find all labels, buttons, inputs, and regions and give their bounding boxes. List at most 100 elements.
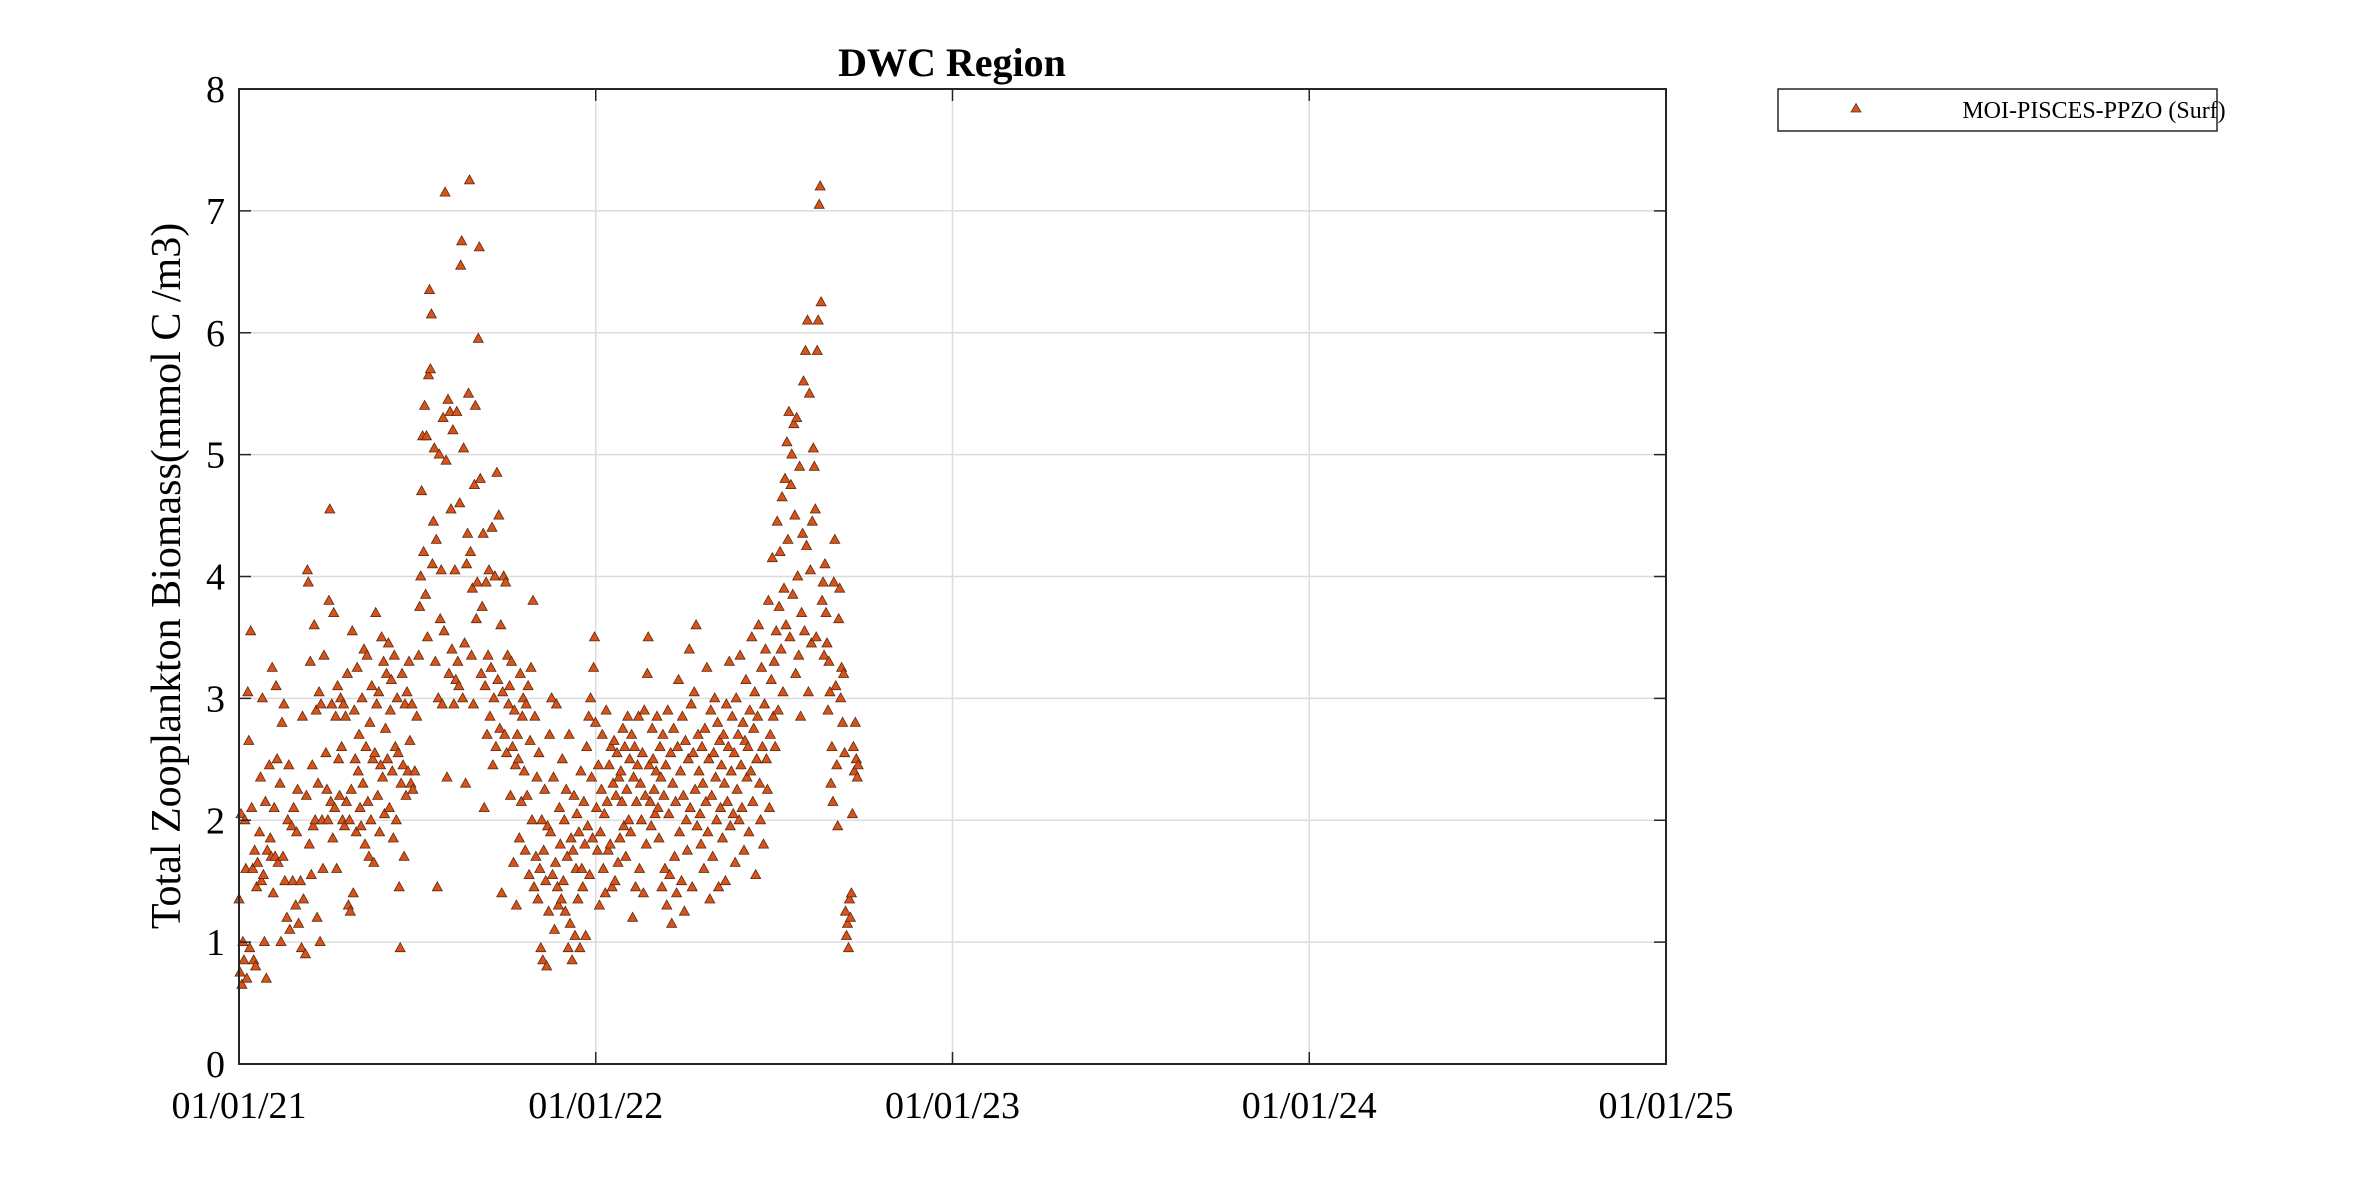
data-point [453,679,465,691]
data-point [539,783,551,794]
data-point [320,746,332,758]
data-point [392,746,404,758]
data-point [439,186,451,197]
data-point [642,631,654,642]
data-point [724,819,736,831]
data-point [585,771,598,782]
data-point [849,716,861,727]
data-point [567,844,579,855]
data-point [442,393,454,404]
data-point [768,655,780,666]
data-point [561,850,573,861]
data-point [345,783,357,794]
data-point [695,838,707,849]
data-point [645,819,657,831]
data-point [625,728,638,739]
data-point [611,746,623,758]
data-point [806,515,818,526]
data-point [833,612,845,624]
data-point [767,710,779,721]
data-point [267,887,279,898]
data-point [672,673,685,684]
data-point [748,722,760,733]
data-point [485,661,497,672]
data-point [583,710,595,721]
y-tick-label: 8 [206,69,225,111]
data-point [394,941,406,953]
data-point [613,771,625,782]
data-point [816,594,828,605]
data-point [340,795,353,806]
data-point [572,893,584,904]
data-point [476,600,488,611]
data-point [581,740,593,751]
data-point [788,417,800,429]
data-point [755,661,768,672]
data-point [506,740,519,751]
data-point [834,582,846,593]
data-point [415,484,428,496]
data-point [824,685,836,697]
data-point [771,515,783,526]
data-point [303,838,315,849]
data-point [421,631,434,642]
data-point [787,588,799,599]
data-point [459,777,472,788]
data-point [841,917,854,928]
y-tick-label: 4 [206,557,225,599]
data-point [847,740,860,751]
data-point [703,752,715,764]
data-point [838,746,851,758]
data-point [558,813,570,825]
data-point [512,752,524,764]
data-point [817,576,829,587]
data-point [839,905,852,916]
x-tick-label: 01/01/23 [885,1085,1020,1127]
data-point [625,826,637,837]
data-point [373,685,385,697]
data-point [593,899,606,910]
data-point [388,649,400,660]
data-point [580,929,592,940]
data-point [830,679,842,691]
data-point [499,728,511,739]
data-point [368,856,380,867]
data-point [446,643,458,654]
data-point [467,698,480,709]
data-point [452,655,464,666]
data-point [274,777,286,788]
data-point [765,673,777,684]
data-point [800,539,813,550]
data-point [576,862,588,873]
data-point [543,728,556,739]
data-point [673,826,686,837]
data-point [804,564,817,575]
legend-box [1777,88,2218,132]
data-point [745,765,757,776]
data-point [584,692,597,703]
data-point [733,813,745,825]
data-point [363,850,375,861]
data-point [447,423,459,435]
data-point [461,527,474,538]
data-point [778,582,790,593]
data-point [308,618,320,630]
data-point [527,594,539,605]
data-point [683,643,695,654]
data-point [544,826,557,837]
data-point [846,807,859,819]
data-point [743,826,755,837]
data-point [399,698,411,709]
data-point [246,801,258,812]
data-point [294,874,307,886]
data-point [616,795,628,806]
data-point [349,752,361,764]
data-point [790,667,802,678]
data-point [374,759,387,770]
data-point [244,941,256,953]
data-point [314,935,326,946]
data-point [353,728,365,739]
y-tick-label: 2 [206,800,225,842]
data-point [663,807,675,819]
data-point [702,826,714,837]
